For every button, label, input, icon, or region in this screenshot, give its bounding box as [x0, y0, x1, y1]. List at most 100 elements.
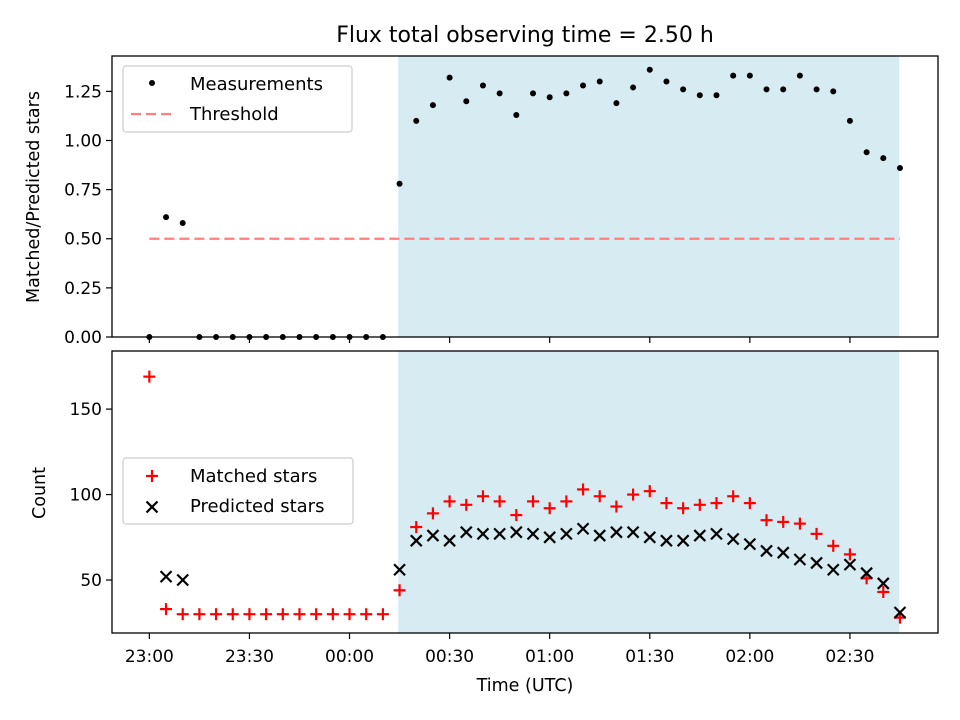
- cross-stroke: [510, 525, 523, 539]
- predicted-star-point: [860, 566, 873, 580]
- predicted-star-point: [710, 527, 723, 541]
- cross-stroke: [760, 544, 773, 558]
- predicted-star-point: [543, 531, 556, 544]
- matched-star-point: [376, 608, 389, 621]
- matched-star-point: [176, 608, 189, 621]
- measurement-point: [513, 111, 520, 118]
- matched-star-point: [243, 608, 256, 621]
- predicted-star-point: [493, 527, 506, 541]
- bottom-panel: 50 100 150 23:00 23:30 00:00 00:30 01:00 01:30 02…: [30, 350, 939, 696]
- predicted-star-point: [610, 525, 623, 539]
- legend-measurements-label: Measurements: [190, 74, 323, 95]
- measurement-point: [813, 86, 820, 93]
- matched-star-point: [543, 502, 556, 515]
- measurement-point: [396, 180, 403, 187]
- measurement-point: [413, 117, 420, 124]
- measurement-point: [830, 88, 837, 95]
- measurement-point: [630, 84, 637, 91]
- cross-stroke: [626, 525, 640, 539]
- bottom-y-tick-label: 50: [80, 571, 102, 591]
- predicted-star-point: [693, 529, 707, 542]
- predicted-star-point: [593, 529, 607, 542]
- cross-stroke: [893, 606, 907, 619]
- measurement-point: [429, 102, 436, 109]
- legend-cross: [145, 500, 159, 514]
- top-y-tick-label: 1.00: [64, 131, 102, 151]
- cross-stroke: [810, 556, 823, 570]
- cross-stroke: [145, 500, 159, 514]
- matched-star-point: [727, 490, 740, 503]
- matched-star-point: [593, 490, 606, 503]
- predicted-star-point: [776, 546, 790, 559]
- top-y-tick-label: 1.25: [64, 82, 102, 102]
- x-tick-label: 01:30: [625, 647, 674, 667]
- chart-title: Flux total observing time = 2.50 h: [336, 23, 714, 48]
- top-panel-frame: [111, 55, 939, 338]
- matched-star-point: [527, 495, 540, 508]
- measurement-point: [780, 86, 787, 93]
- predicted-star-point: [826, 563, 840, 577]
- cross-stroke: [543, 531, 556, 544]
- predicted-star-point: [810, 556, 823, 570]
- cross-stroke: [409, 534, 423, 547]
- top-legend-box: [122, 65, 353, 133]
- legend-measurements-marker: [149, 80, 155, 86]
- predicted-star-point: [443, 534, 456, 547]
- matched-star-point: [193, 608, 206, 621]
- measurement-point: [479, 82, 486, 89]
- matched-star-point: [660, 497, 673, 510]
- observing-window-shade-top: [398, 56, 900, 337]
- bottom-panel-frame: [111, 350, 939, 634]
- measurement-point: [713, 92, 720, 99]
- measurement-point: [746, 72, 753, 79]
- predicted-star-point: [676, 534, 690, 547]
- matched-stars-series: [143, 370, 906, 624]
- matched-star-point: [827, 539, 840, 552]
- matched-star-point: [460, 498, 473, 511]
- matched-star-point: [160, 603, 173, 616]
- top-y-axis-label: Matched/Predicted stars: [24, 91, 44, 303]
- cross-stroke: [493, 527, 506, 541]
- cross-stroke: [843, 558, 857, 571]
- matched-star-point: [476, 490, 489, 503]
- predicted-star-point: [426, 529, 440, 542]
- predicted-star-point: [793, 553, 807, 566]
- predicted-star-point: [476, 527, 490, 541]
- predicted-star-point: [510, 525, 523, 539]
- cross-stroke: [776, 546, 790, 559]
- legend-matched-stars-marker: [146, 470, 158, 482]
- matched-star-point: [260, 608, 273, 621]
- x-tick-label: 02:30: [825, 647, 874, 667]
- cross-stroke: [176, 573, 190, 587]
- cross-stroke: [743, 537, 757, 551]
- matched-star-point: [743, 497, 756, 510]
- cross-stroke: [643, 531, 657, 544]
- matched-star-point: [426, 507, 439, 520]
- x-tick-label: 23:00: [125, 647, 174, 667]
- cross-stroke: [476, 527, 490, 541]
- bottom-legend-box: [122, 457, 354, 525]
- measurement-point: [580, 82, 587, 89]
- predicted-star-point: [526, 527, 540, 541]
- measurement-point: [663, 78, 670, 85]
- cross-stroke: [593, 529, 607, 542]
- matched-star-point: [643, 485, 656, 498]
- matched-star-point: [226, 608, 239, 621]
- predicted-star-point: [409, 534, 423, 547]
- predicted-star-point: [576, 522, 590, 536]
- cross-stroke: [693, 529, 707, 542]
- matched-star-point: [693, 498, 706, 511]
- measurement-point: [446, 74, 453, 81]
- legend-threshold-label: Threshold: [189, 104, 279, 125]
- bottom-panel-ticks: 50 100 150 23:00 23:30 00:00 00:30 01:00 01:30 02…: [70, 400, 875, 667]
- cross-stroke: [793, 553, 807, 566]
- measurement-point: [696, 92, 703, 99]
- cross-stroke: [877, 577, 890, 590]
- measurement-point: [863, 149, 870, 156]
- matched-star-point: [343, 608, 356, 621]
- matched-star-point: [710, 497, 723, 510]
- matched-star-point: [393, 584, 406, 597]
- cross-stroke: [676, 534, 690, 547]
- measurement-point: [846, 117, 853, 124]
- cross-stroke: [726, 532, 740, 546]
